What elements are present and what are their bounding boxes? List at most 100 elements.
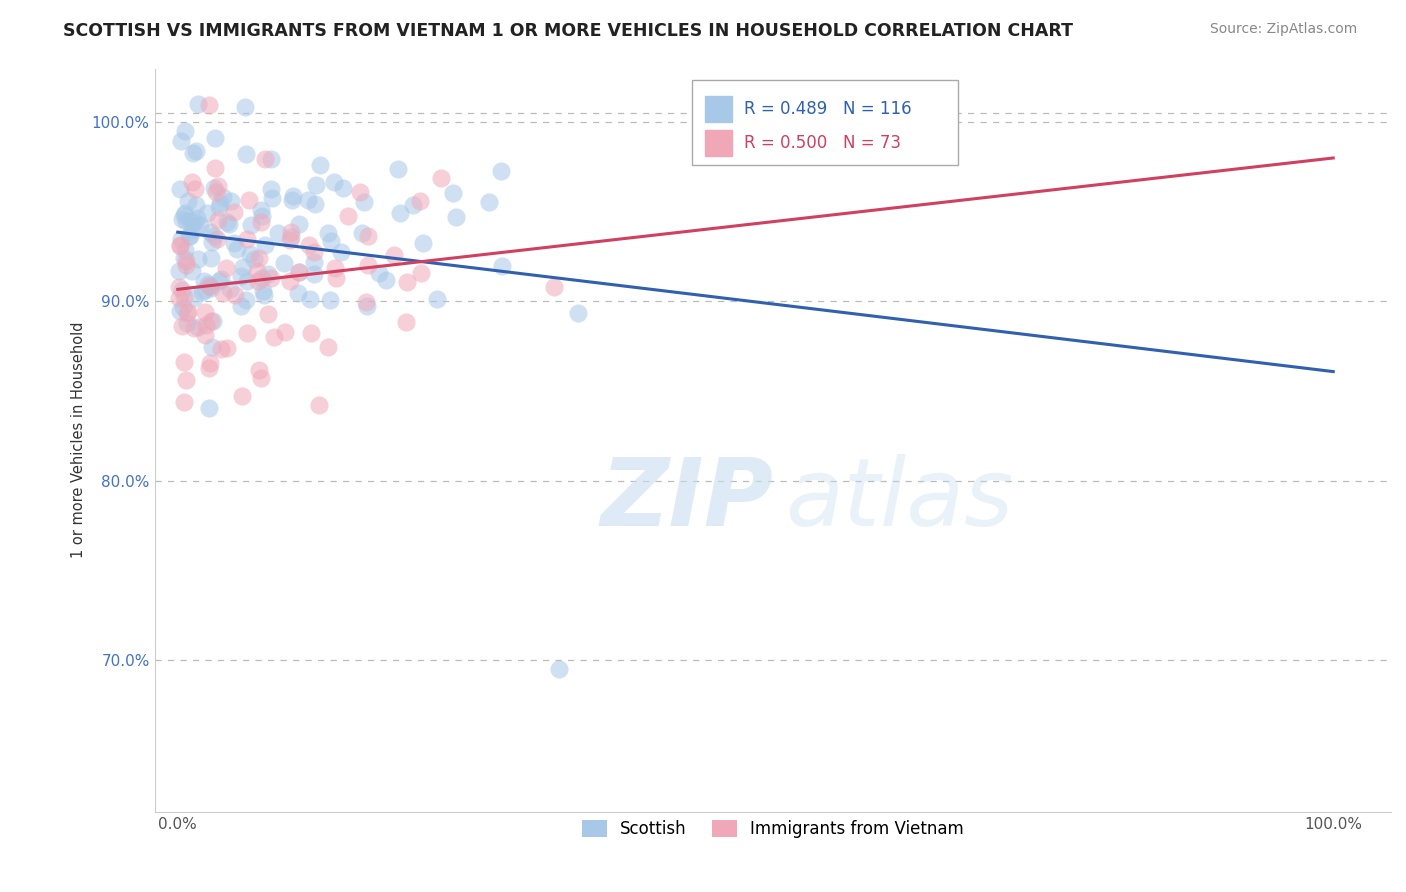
Point bbox=[180, 222, 202, 236]
Point bbox=[181, 175, 204, 189]
Point bbox=[260, 271, 283, 285]
Point bbox=[316, 226, 339, 240]
Point bbox=[183, 291, 205, 305]
Point bbox=[429, 170, 451, 185]
Point bbox=[375, 273, 398, 287]
Point bbox=[219, 282, 242, 296]
Point bbox=[170, 232, 193, 246]
Point bbox=[387, 161, 409, 176]
Point bbox=[183, 216, 205, 230]
Point bbox=[204, 185, 226, 199]
Point bbox=[283, 189, 305, 203]
Point bbox=[267, 226, 290, 240]
Point bbox=[207, 179, 229, 194]
Point bbox=[208, 274, 231, 288]
Point bbox=[212, 285, 235, 300]
Point bbox=[215, 215, 238, 229]
Point bbox=[288, 265, 311, 279]
Point bbox=[204, 161, 226, 175]
Point bbox=[193, 328, 215, 343]
Point bbox=[172, 283, 194, 297]
Point bbox=[409, 194, 432, 209]
Point bbox=[200, 281, 222, 295]
Text: Source: ZipAtlas.com: Source: ZipAtlas.com bbox=[1209, 22, 1357, 37]
Point bbox=[302, 245, 325, 260]
Point bbox=[224, 288, 246, 302]
Bar bbox=[704, 96, 733, 122]
Point bbox=[221, 194, 243, 208]
Point bbox=[194, 318, 217, 332]
Point bbox=[172, 300, 194, 314]
Point bbox=[202, 228, 225, 243]
Point bbox=[299, 326, 322, 340]
Point bbox=[250, 270, 273, 285]
Point bbox=[250, 371, 273, 385]
Point bbox=[184, 215, 207, 229]
Point bbox=[260, 191, 283, 205]
Point bbox=[179, 229, 201, 244]
Point bbox=[288, 218, 311, 232]
Point bbox=[325, 271, 347, 285]
Point bbox=[249, 203, 271, 218]
Point bbox=[235, 293, 257, 308]
Point bbox=[441, 186, 464, 200]
Point bbox=[478, 195, 501, 210]
Point bbox=[259, 153, 281, 167]
Point bbox=[332, 181, 354, 195]
Point bbox=[263, 330, 285, 344]
Point bbox=[247, 362, 270, 376]
Point bbox=[567, 306, 589, 320]
Point bbox=[176, 214, 198, 228]
Point bbox=[174, 243, 197, 257]
Point bbox=[173, 206, 195, 220]
Point bbox=[222, 235, 245, 250]
Point bbox=[229, 299, 252, 313]
Point bbox=[409, 266, 432, 280]
Point bbox=[388, 206, 411, 220]
Text: SCOTTISH VS IMMIGRANTS FROM VIETNAM 1 OR MORE VEHICLES IN HOUSEHOLD CORRELATION : SCOTTISH VS IMMIGRANTS FROM VIETNAM 1 OR… bbox=[63, 22, 1073, 40]
Point bbox=[209, 271, 232, 285]
Point bbox=[278, 274, 301, 288]
Point bbox=[336, 209, 359, 223]
Point bbox=[287, 265, 309, 279]
Point bbox=[208, 196, 231, 211]
Point bbox=[176, 306, 198, 320]
Point bbox=[247, 252, 270, 266]
Point bbox=[167, 264, 190, 278]
Point bbox=[253, 152, 276, 166]
Point bbox=[543, 280, 565, 294]
Point bbox=[357, 229, 380, 244]
Point bbox=[177, 305, 200, 319]
Point bbox=[489, 163, 512, 178]
Point bbox=[193, 274, 215, 288]
Point bbox=[233, 99, 256, 113]
Point bbox=[238, 193, 260, 207]
Point bbox=[169, 303, 191, 318]
Point bbox=[396, 275, 419, 289]
Point bbox=[170, 134, 193, 148]
Point bbox=[194, 283, 217, 297]
Point bbox=[212, 189, 235, 203]
Legend: Scottish, Immigrants from Vietnam: Scottish, Immigrants from Vietnam bbox=[575, 813, 970, 845]
Point bbox=[170, 211, 193, 226]
Point bbox=[278, 233, 301, 247]
Bar bbox=[704, 130, 733, 156]
Point bbox=[225, 242, 247, 256]
Point bbox=[183, 145, 205, 160]
Point bbox=[215, 261, 238, 276]
Point bbox=[209, 342, 232, 356]
Point bbox=[318, 340, 340, 354]
Point bbox=[217, 341, 239, 355]
Point bbox=[176, 374, 198, 388]
Text: atlas: atlas bbox=[785, 454, 1014, 545]
Point bbox=[491, 259, 513, 273]
Point bbox=[170, 319, 193, 334]
Point bbox=[280, 229, 302, 244]
Point bbox=[198, 279, 221, 293]
Point bbox=[323, 175, 346, 189]
Point bbox=[183, 320, 205, 334]
Point bbox=[207, 212, 229, 227]
Point bbox=[201, 340, 224, 354]
Point bbox=[229, 268, 252, 283]
Point bbox=[243, 252, 266, 266]
